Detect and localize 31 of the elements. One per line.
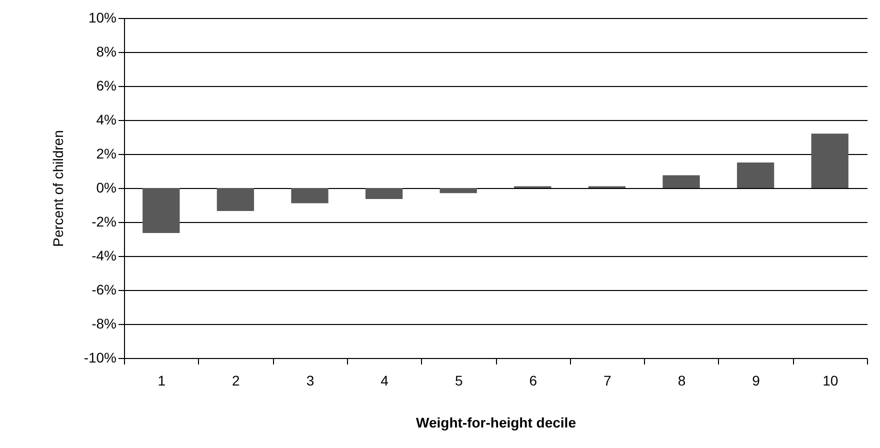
x-tick-label: 1: [158, 372, 166, 388]
bar: [142, 188, 180, 234]
x-tick-label: 5: [454, 372, 463, 388]
x-tick-label: 6: [529, 372, 538, 388]
bar: [811, 134, 848, 188]
y-tick-label: -2%: [92, 214, 116, 230]
y-tick-label: 0%: [96, 180, 116, 196]
x-tick-label: 2: [232, 372, 240, 388]
bar: [440, 188, 477, 194]
x-tick-label: 7: [604, 372, 612, 388]
y-axis-title: Percent of children: [50, 130, 66, 247]
x-tick-label: 10: [822, 372, 838, 388]
bar: [365, 188, 403, 200]
y-tick-label: -4%: [92, 248, 116, 264]
bar: [216, 188, 254, 211]
x-tick-label: 4: [380, 372, 389, 388]
y-tick-label: 8%: [96, 44, 116, 60]
y-tick-label: 6%: [96, 78, 116, 94]
x-tick-label: 8: [678, 372, 686, 388]
y-tick-label: -8%: [92, 316, 116, 332]
y-tick-label: 4%: [96, 112, 116, 128]
bar: [291, 188, 328, 204]
y-tick-label: -6%: [92, 282, 116, 298]
bar: [662, 175, 700, 188]
y-tick-label: 10%: [88, 10, 116, 26]
x-tick-label: 3: [306, 372, 314, 388]
x-axis-title: Weight-for-height decile: [416, 414, 576, 430]
bar: [736, 162, 774, 188]
y-tick-label: 2%: [96, 146, 116, 162]
x-tick-label: 9: [752, 372, 760, 388]
y-tick-label: -10%: [84, 350, 116, 366]
